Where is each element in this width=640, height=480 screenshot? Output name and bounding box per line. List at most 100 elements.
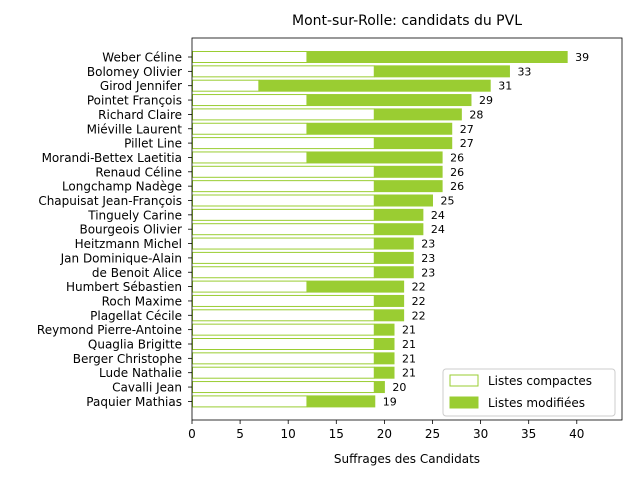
legend-box bbox=[442, 368, 616, 417]
value-label: 33 bbox=[517, 65, 531, 78]
x-tick-label: 40 bbox=[569, 427, 584, 441]
bar-modified bbox=[258, 79, 491, 92]
value-label: 27 bbox=[460, 137, 474, 150]
bar-modified bbox=[374, 309, 405, 322]
value-label: 22 bbox=[412, 295, 426, 308]
bar-compact bbox=[192, 323, 375, 336]
candidate-label: Jan Dominique-Alain bbox=[60, 251, 182, 265]
candidate-label: Lude Nathalie bbox=[99, 366, 182, 380]
candidate-label: Renaud Céline bbox=[95, 165, 182, 179]
bar-compact bbox=[192, 338, 375, 350]
bar-modified bbox=[374, 266, 414, 279]
bars bbox=[192, 51, 568, 408]
value-label: 23 bbox=[421, 252, 435, 265]
candidate-label: Chapuisat Jean-François bbox=[38, 194, 182, 208]
candidate-label: Plagellat Cécile bbox=[90, 309, 182, 323]
bar-compact bbox=[192, 381, 375, 394]
candidate-label: Richard Claire bbox=[98, 108, 182, 122]
candidate-label: de Benoit Alice bbox=[92, 266, 182, 280]
bar-compact bbox=[192, 137, 375, 150]
value-label: 21 bbox=[402, 338, 416, 351]
bar-compact bbox=[192, 294, 375, 307]
x-axis: 0 5 10 15 20 25 30 35 40 bbox=[188, 420, 584, 441]
bar-compact bbox=[192, 151, 308, 164]
bar-modified bbox=[306, 122, 453, 135]
value-label: 26 bbox=[450, 166, 464, 179]
candidate-label: Girod Jennifer bbox=[100, 79, 182, 93]
bar-modified bbox=[374, 165, 443, 178]
candidate-label: Cavalli Jean bbox=[112, 381, 182, 395]
legend-swatch-compact bbox=[449, 374, 479, 387]
bar-compact bbox=[192, 194, 375, 207]
candidate-label: Pillet Line bbox=[124, 137, 182, 151]
value-label: 31 bbox=[498, 80, 512, 93]
bar-compact bbox=[192, 165, 375, 178]
bar-modified bbox=[374, 194, 433, 207]
value-label: 21 bbox=[402, 352, 416, 365]
candidate-label: Berger Christophe bbox=[73, 352, 182, 366]
bar-modified bbox=[374, 223, 424, 236]
candidate-label: Heitzmann Michel bbox=[75, 237, 182, 251]
bar-modified bbox=[306, 280, 405, 293]
value-labels: 3933312928272726262625242423232322222221… bbox=[383, 51, 589, 408]
value-label: 29 bbox=[479, 94, 493, 107]
bar-modified bbox=[306, 151, 443, 164]
value-label: 26 bbox=[450, 180, 464, 193]
bar-compact bbox=[192, 266, 375, 279]
bar-compact bbox=[192, 65, 375, 78]
value-label: 21 bbox=[402, 324, 416, 337]
candidate-label: Roch Maxime bbox=[102, 294, 182, 308]
value-label: 27 bbox=[460, 123, 474, 136]
candidate-label: Quaglia Brigitte bbox=[88, 338, 182, 352]
bar-modified bbox=[306, 51, 568, 63]
x-tick-label: 10 bbox=[281, 427, 296, 441]
candidate-label: Paquier Mathias bbox=[86, 395, 182, 409]
bar-compact bbox=[192, 94, 308, 107]
bar-compact bbox=[192, 395, 308, 408]
bar-modified bbox=[374, 338, 395, 350]
candidate-label: Longchamp Nadège bbox=[62, 180, 182, 194]
candidate-label: Pointet François bbox=[87, 94, 182, 108]
candidate-label: Weber Céline bbox=[102, 51, 182, 65]
bar-compact bbox=[192, 309, 375, 322]
bar-compact bbox=[192, 208, 375, 221]
candidate-label: Morandi-Bettex Laetitia bbox=[42, 151, 182, 165]
plot-frame bbox=[191, 37, 623, 421]
value-label: 20 bbox=[392, 381, 406, 394]
x-tick-label: 15 bbox=[329, 427, 344, 441]
value-label: 19 bbox=[383, 395, 397, 408]
value-label: 39 bbox=[575, 51, 589, 64]
bar-compact bbox=[192, 237, 375, 250]
candidate-label: Humbert Sébastien bbox=[66, 280, 182, 294]
bar-modified bbox=[374, 251, 414, 264]
value-label: 26 bbox=[450, 151, 464, 164]
bar-modified bbox=[374, 108, 462, 121]
value-label: 22 bbox=[412, 281, 426, 294]
value-label: 21 bbox=[402, 367, 416, 380]
x-axis-title: Suffrages des Candidats bbox=[334, 452, 480, 466]
legend-swatch-modified bbox=[449, 396, 479, 409]
legend: Listes compactes Listes modifiées bbox=[442, 368, 616, 417]
legend-label-modified: Listes modifiées bbox=[488, 396, 585, 410]
bar-modified bbox=[374, 352, 395, 365]
bar-compact bbox=[192, 280, 308, 293]
value-label: 24 bbox=[431, 223, 445, 236]
value-label: 24 bbox=[431, 209, 445, 222]
candidate-label: Bourgeois Olivier bbox=[79, 223, 182, 237]
value-label: 22 bbox=[412, 309, 426, 322]
bar-modified bbox=[374, 323, 395, 336]
bar-compact bbox=[192, 108, 375, 121]
bar-modified bbox=[306, 94, 472, 107]
bar-modified bbox=[374, 366, 395, 379]
bar-compact bbox=[192, 122, 308, 135]
value-label: 23 bbox=[421, 266, 435, 279]
bar-modified bbox=[374, 180, 443, 193]
bar-modified bbox=[374, 137, 453, 150]
legend-label-compact: Listes compactes bbox=[488, 374, 592, 388]
value-label: 23 bbox=[421, 238, 435, 251]
candidate-label: Tinguely Carine bbox=[87, 208, 182, 222]
x-tick-label: 0 bbox=[188, 427, 196, 441]
bar-compact bbox=[192, 51, 308, 63]
